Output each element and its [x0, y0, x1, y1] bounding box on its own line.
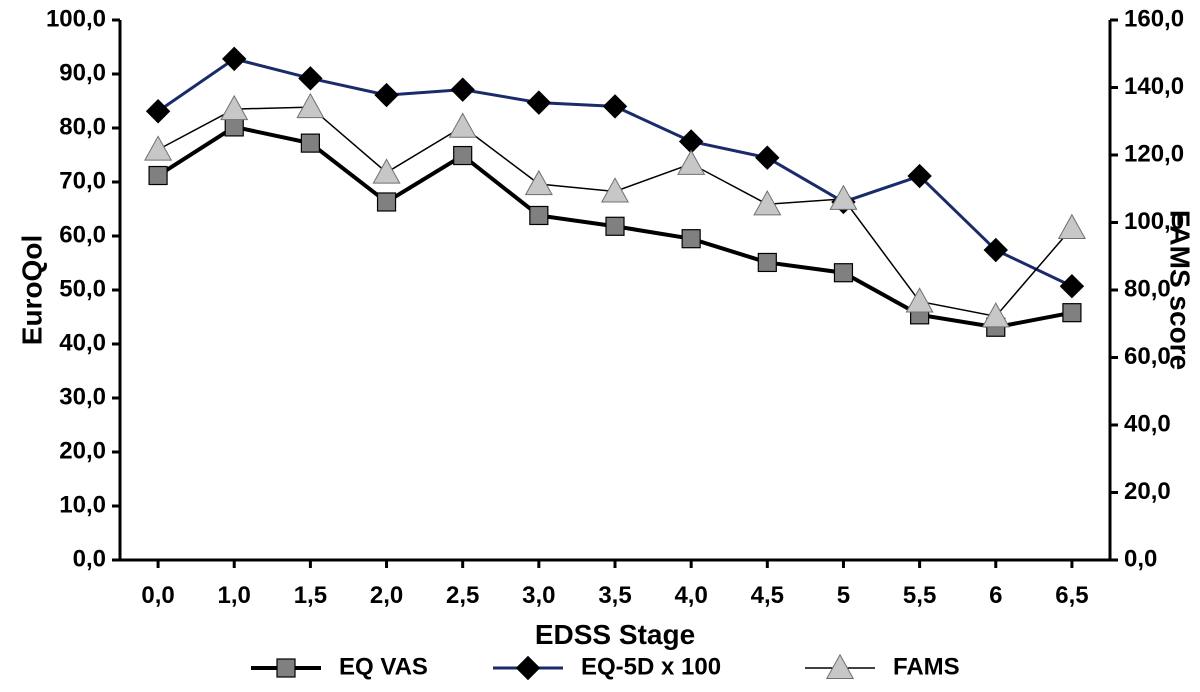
svg-text:1,0: 1,0	[218, 582, 251, 609]
line-chart: 0,010,020,030,040,050,060,070,080,090,01…	[0, 0, 1200, 692]
svg-text:60,0: 60,0	[1124, 343, 1171, 370]
svg-text:30,0: 30,0	[59, 383, 106, 410]
svg-text:20,0: 20,0	[59, 437, 106, 464]
svg-text:90,0: 90,0	[59, 59, 106, 86]
svg-text:40,0: 40,0	[1124, 410, 1171, 437]
svg-text:140,0: 140,0	[1124, 73, 1184, 100]
y-left-label: EuroQol	[16, 235, 47, 345]
svg-text:3,5: 3,5	[598, 582, 631, 609]
svg-text:10,0: 10,0	[59, 491, 106, 518]
svg-text:50,0: 50,0	[59, 275, 106, 302]
svg-text:0,0: 0,0	[73, 545, 106, 572]
legend-label: EQ VAS	[339, 653, 428, 680]
svg-text:80,0: 80,0	[1124, 275, 1171, 302]
svg-text:100,0: 100,0	[46, 5, 106, 32]
svg-text:120,0: 120,0	[1124, 140, 1184, 167]
chart-svg: 0,010,020,030,040,050,060,070,080,090,01…	[0, 0, 1200, 692]
svg-text:0,0: 0,0	[141, 582, 174, 609]
x-axis-label: EDSS Stage	[535, 619, 695, 650]
svg-text:70,0: 70,0	[59, 167, 106, 194]
svg-text:160,0: 160,0	[1124, 5, 1184, 32]
svg-text:6: 6	[989, 582, 1002, 609]
svg-text:5: 5	[837, 582, 850, 609]
svg-text:2,5: 2,5	[446, 582, 479, 609]
legend-label: EQ-5D x 100	[581, 653, 721, 680]
svg-text:4,5: 4,5	[751, 582, 784, 609]
svg-text:4,0: 4,0	[674, 582, 707, 609]
y-right-label: FAMS score	[1165, 210, 1196, 370]
svg-text:20,0: 20,0	[1124, 478, 1171, 505]
svg-text:6,5: 6,5	[1055, 582, 1088, 609]
svg-text:60,0: 60,0	[59, 221, 106, 248]
legend-label: FAMS	[893, 653, 960, 680]
svg-text:40,0: 40,0	[59, 329, 106, 356]
svg-text:1,5: 1,5	[294, 582, 327, 609]
svg-text:0,0: 0,0	[1124, 545, 1157, 572]
svg-text:5,5: 5,5	[903, 582, 936, 609]
svg-text:2,0: 2,0	[370, 582, 403, 609]
svg-text:80,0: 80,0	[59, 113, 106, 140]
svg-text:3,0: 3,0	[522, 582, 555, 609]
